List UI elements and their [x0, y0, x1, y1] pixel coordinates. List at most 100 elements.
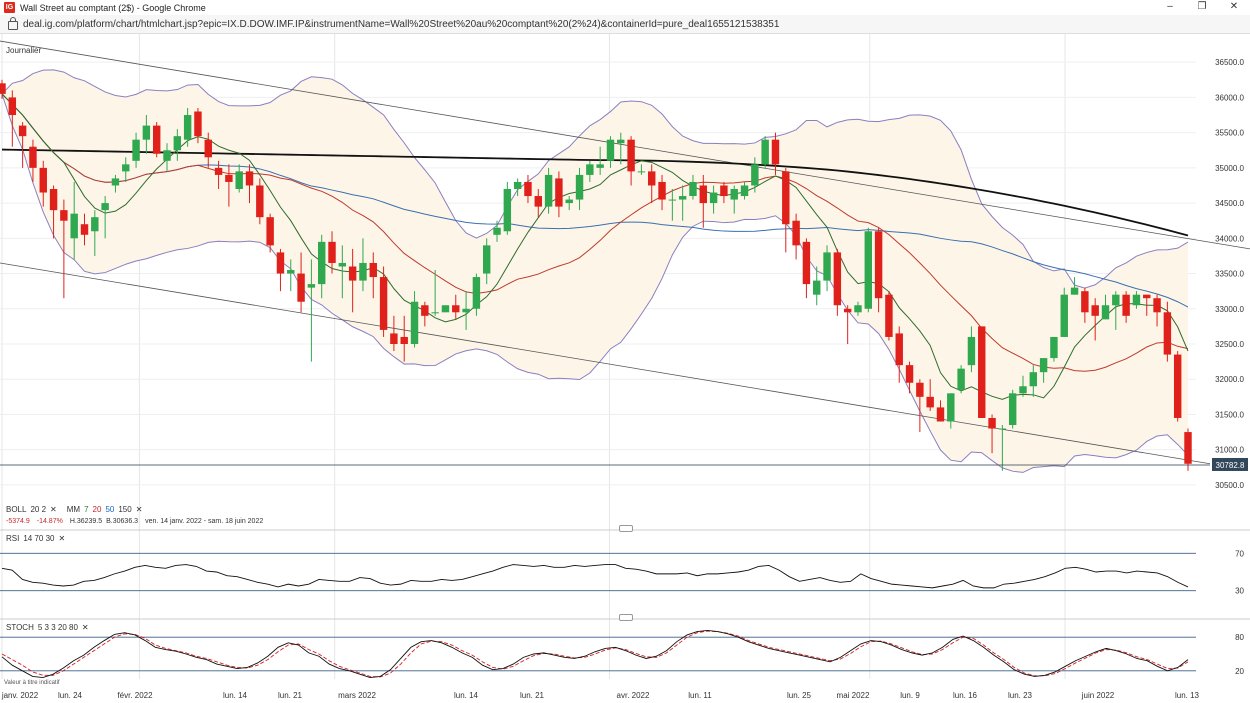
candle	[761, 136, 769, 168]
ig-favicon-icon: IG	[4, 2, 15, 13]
candle	[1184, 428, 1192, 471]
x-tick-label: lun. 13	[1175, 691, 1200, 700]
candle-body	[1112, 294, 1120, 306]
candle	[1173, 351, 1182, 422]
candle-body	[730, 189, 738, 200]
price-chart[interactable]: 36500.0 36000.0 35500.0 35000.0 34500.0 34000…	[0, 34, 1250, 703]
candle	[101, 196, 109, 239]
candle-body	[359, 262, 367, 281]
candle-body	[18, 125, 27, 137]
candle	[173, 129, 182, 161]
candle	[18, 122, 27, 168]
candle-body	[163, 150, 171, 161]
candle-body	[843, 308, 852, 313]
candle-body	[1184, 432, 1192, 464]
candle-body	[183, 115, 192, 140]
panel-resize-handle-2[interactable]	[619, 614, 633, 621]
candle	[565, 196, 573, 211]
candle-body	[348, 266, 357, 281]
candle	[555, 171, 563, 218]
candle-body	[648, 171, 656, 186]
candle	[1029, 365, 1038, 397]
candle-body	[0, 83, 6, 94]
rsi-name: RSI	[6, 534, 20, 543]
candle-body	[441, 305, 450, 313]
rsi-level-label: 70	[1235, 549, 1244, 558]
bollinger-lower	[1, 93, 1189, 473]
stat-range: ven. 14 janv. 2022 - sam. 18 juin 2022	[145, 518, 264, 525]
candle	[1060, 287, 1068, 337]
candle-body	[1019, 386, 1027, 394]
candle	[730, 185, 738, 214]
candle	[29, 139, 37, 182]
candle-body	[720, 185, 728, 197]
panel-resize-handle[interactable]	[619, 525, 633, 532]
candle-body	[462, 308, 470, 313]
x-tick-label: avr. 2022	[617, 691, 650, 700]
lock-icon	[8, 16, 18, 30]
candle-body	[751, 164, 759, 186]
candle-body	[555, 178, 563, 207]
candle	[379, 266, 388, 337]
restore-button[interactable]: ❐	[1197, 1, 1207, 12]
last-price-tag	[1212, 457, 1248, 471]
candle-body	[8, 97, 17, 116]
candle	[1039, 358, 1048, 383]
candle	[1019, 375, 1027, 397]
candle	[49, 185, 58, 239]
candle-body	[668, 199, 677, 201]
candle-body	[369, 262, 377, 278]
stat-high: H.36239.5	[69, 518, 103, 525]
stoch-d-line	[1, 630, 1189, 678]
candle	[823, 245, 831, 292]
candle-body	[864, 231, 873, 309]
y-tick-label: 33000.0	[1215, 305, 1244, 314]
candle	[1008, 389, 1017, 429]
candle	[60, 199, 68, 299]
candle-body	[142, 125, 151, 140]
x-tick-label: lun. 21	[520, 691, 545, 700]
candle	[359, 238, 367, 292]
candle-body	[472, 277, 481, 309]
candle	[410, 291, 419, 348]
candle	[617, 132, 625, 165]
candle-body	[483, 245, 491, 274]
rsi-close-icon[interactable]: ✕	[58, 534, 66, 543]
mm-close-icon[interactable]: ✕	[135, 505, 143, 514]
candle	[70, 181, 78, 260]
candle-body	[204, 139, 212, 158]
candle-body	[524, 181, 532, 197]
candle	[936, 400, 945, 422]
candle-body	[503, 189, 512, 232]
candle	[317, 234, 326, 299]
candle-body	[1143, 294, 1151, 299]
boll-close-icon[interactable]: ✕	[50, 505, 57, 514]
close-button[interactable]: ✕	[1229, 1, 1239, 12]
candle	[720, 181, 728, 204]
candle	[771, 132, 780, 175]
candle-body	[761, 139, 769, 165]
address-bar[interactable]: deal.ig.com/platform/chart/htmlchart.jsp…	[0, 15, 1250, 34]
candle-body	[658, 181, 666, 200]
stat-change: -5374.9	[6, 518, 30, 525]
candle-body	[885, 294, 893, 337]
rsi-level-label: 30	[1235, 587, 1244, 596]
candle	[91, 210, 99, 256]
window-titlebar: IG Wall Street au comptant (2$) - Google…	[0, 0, 1250, 15]
y-tick-label: 33500.0	[1215, 270, 1244, 279]
candle	[369, 252, 377, 299]
candle-body	[792, 220, 800, 246]
candle	[627, 136, 635, 186]
candle	[483, 238, 491, 285]
minimize-button[interactable]: –	[1167, 1, 1173, 12]
candle-body	[544, 174, 553, 207]
mm-param-150: 150	[118, 505, 132, 514]
candle-body	[1101, 305, 1110, 320]
stats-bar: -5374.9 -14.87% H.36239.5 B.30636.3 ven.…	[6, 518, 263, 525]
stoch-close-icon[interactable]: ✕	[81, 623, 89, 632]
candle	[194, 107, 202, 144]
x-tick-label: lun. 14	[454, 691, 479, 700]
candle	[1050, 336, 1058, 362]
candle	[709, 185, 718, 214]
candle	[1070, 277, 1079, 295]
